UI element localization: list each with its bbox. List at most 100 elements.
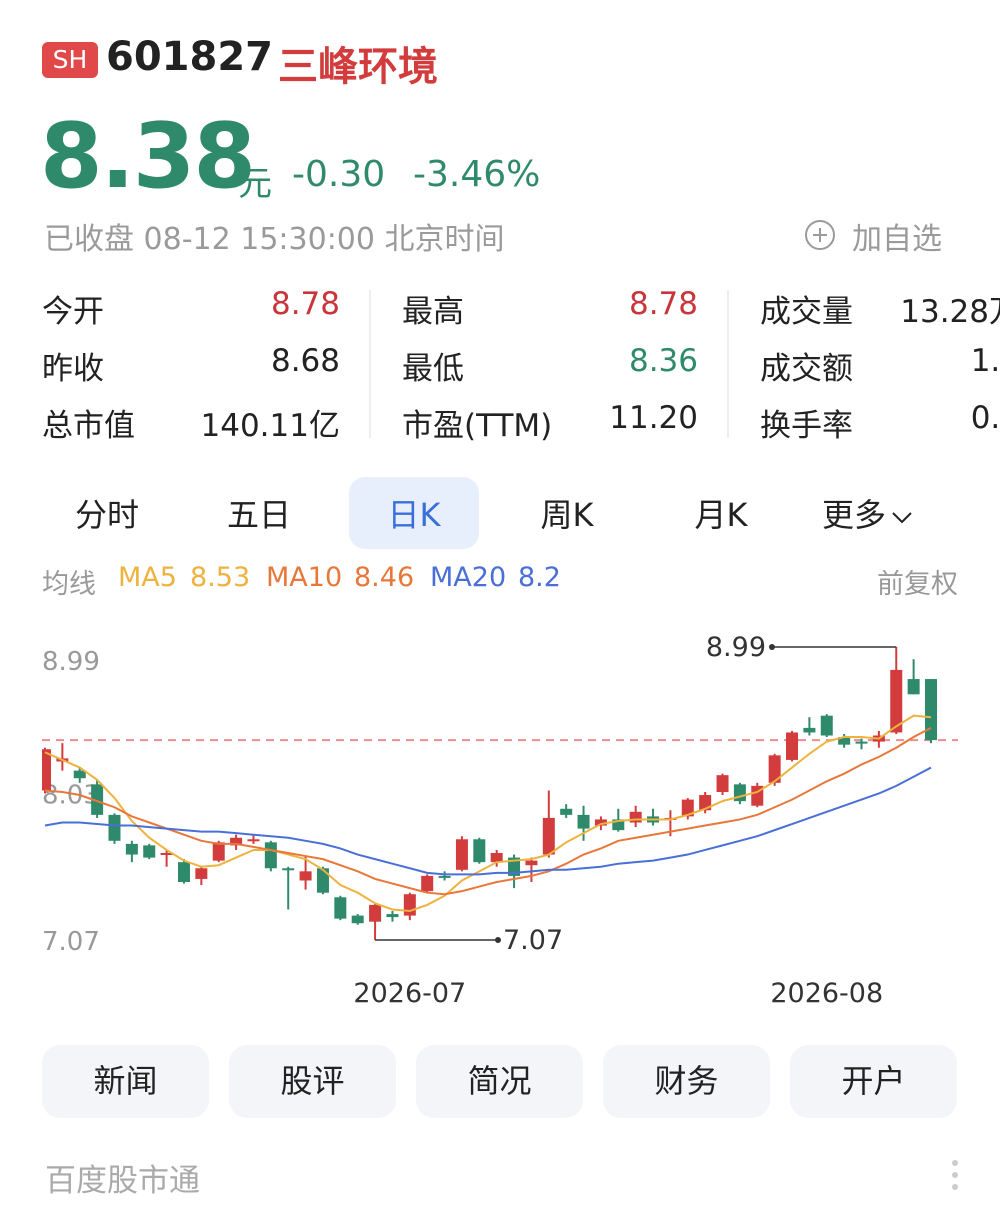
add-watchlist[interactable]: 加自选: [852, 222, 942, 257]
tab[interactable]: 周K: [540, 496, 594, 534]
stat-value: 140.11亿: [200, 408, 340, 444]
candle-body: [160, 853, 173, 856]
candle-body: [681, 799, 694, 817]
candle-body: [907, 679, 920, 695]
stat-value: 13.28万: [900, 294, 1000, 330]
high-label: 8.99: [706, 632, 766, 663]
y-tick-label: 7.07: [42, 927, 100, 957]
stat-value: 1.1: [970, 343, 1000, 379]
low-label: 7.07: [503, 925, 563, 956]
candle-body: [334, 897, 347, 919]
stat-label: 今开: [42, 294, 104, 330]
adjust[interactable]: 前复权: [877, 569, 958, 600]
candle-body: [925, 679, 937, 741]
candle-body: [490, 853, 503, 863]
ma-value: 8.2: [518, 562, 561, 593]
candle-body: [386, 914, 399, 918]
candle-body: [143, 845, 156, 858]
footer: 百度股市通: [45, 1163, 200, 1199]
plot: [42, 647, 937, 940]
candle-body: [577, 814, 590, 829]
candle-body: [177, 862, 190, 883]
action-button[interactable]: 开户: [790, 1045, 957, 1118]
action-button[interactable]: 股评: [229, 1045, 396, 1118]
candle-body: [125, 843, 138, 855]
ma-name: MA5: [118, 562, 177, 593]
candle-body: [264, 842, 277, 869]
stock-name: 三峰环境: [278, 44, 438, 90]
ma-name: MA10: [266, 562, 343, 593]
x-tick-label: 2026-07: [353, 978, 466, 1009]
candle-body: [316, 868, 329, 893]
candle-body: [91, 784, 104, 815]
stat-label: 最高: [402, 294, 464, 330]
stat-label: 成交额: [760, 351, 853, 387]
chevron: [892, 512, 912, 524]
stat-value: 8.68: [270, 343, 340, 379]
active-tab-bg: [349, 477, 479, 549]
tab[interactable]: 五日: [226, 496, 292, 534]
candle-body: [473, 839, 486, 863]
candle-body: [42, 749, 51, 791]
candle-body: [768, 755, 781, 783]
candle-body: [108, 814, 121, 841]
stock-code: 601827: [106, 34, 273, 80]
stat-label: 换手率: [760, 408, 853, 444]
tab[interactable]: 月K: [694, 496, 748, 534]
divider: [369, 290, 371, 438]
change-pct: -3.46%: [413, 154, 541, 195]
more-icon[interactable]: [948, 1158, 962, 1192]
action-button[interactable]: 简况: [416, 1045, 583, 1118]
high-dot: [769, 644, 775, 650]
price: 8.38: [40, 104, 256, 209]
candle-body: [421, 875, 434, 892]
y-tick-label: 8.03: [42, 781, 100, 811]
candle-body: [560, 808, 573, 815]
stat-label: 成交量: [760, 294, 853, 330]
candle-body: [282, 868, 295, 871]
candle-body: [525, 860, 538, 866]
stat-label: 最低: [402, 351, 464, 387]
add-icon[interactable]: [804, 219, 836, 251]
tab[interactable]: 更多: [822, 490, 914, 536]
kline-chart: 8.99 8.03 7.07 8.99 7.07 2026-07 2026-08: [42, 632, 958, 1009]
action-button[interactable]: 新闻: [42, 1045, 209, 1118]
y-tick-label: 8.99: [42, 647, 100, 677]
candle-body: [629, 811, 642, 823]
candle-body: [403, 894, 416, 916]
candle-body: [351, 915, 364, 924]
ma-value: 8.46: [354, 562, 415, 593]
stat-value: 8.78: [270, 286, 340, 322]
tab[interactable]: 日K: [387, 496, 441, 534]
candle-body: [230, 837, 243, 846]
stat-value: 8.78: [628, 286, 698, 322]
candle-body: [73, 770, 86, 779]
tab[interactable]: 分时: [74, 496, 140, 534]
ma-label: 均线: [42, 569, 96, 600]
action-button[interactable]: 财务: [603, 1045, 770, 1118]
price-unit: 元: [238, 164, 272, 204]
candle-body: [508, 857, 521, 876]
stat-label: 昨收: [42, 351, 104, 387]
ma-value: 8.53: [190, 562, 251, 593]
x-tick-label: 2026-08: [770, 978, 883, 1009]
candle-body: [786, 732, 799, 760]
candle-body: [716, 775, 729, 792]
ma-line: [44, 766, 932, 876]
candle-body: [299, 871, 312, 881]
candle-body: [890, 669, 903, 733]
candle-body: [855, 741, 868, 744]
low-dot: [495, 937, 501, 943]
candle-body: [594, 819, 607, 826]
stat-value: 11.20: [609, 400, 698, 436]
candle-body: [820, 715, 833, 736]
candle-body: [195, 868, 208, 879]
ma-name: MA20: [430, 562, 507, 593]
ma-line: [44, 714, 932, 913]
stat-label: 总市值: [42, 408, 135, 444]
candle-body: [455, 839, 468, 870]
change: -0.30: [292, 154, 386, 195]
candle-body: [838, 737, 851, 745]
